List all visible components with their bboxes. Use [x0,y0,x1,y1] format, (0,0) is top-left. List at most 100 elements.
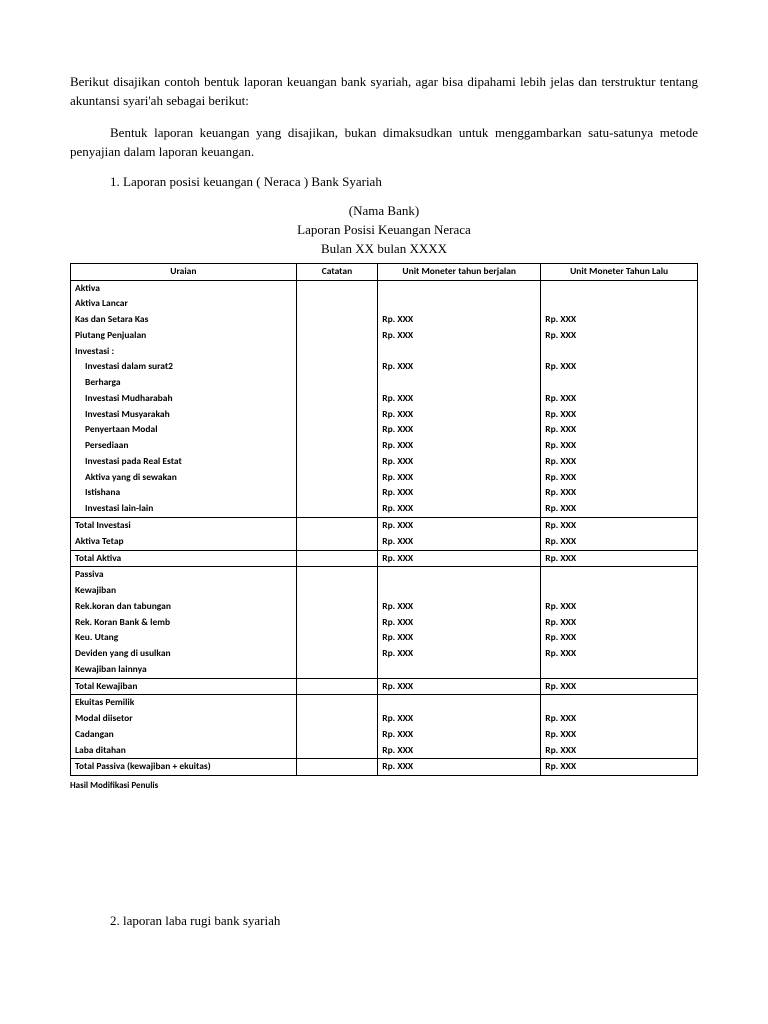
table-row: Laba ditahanRp. XXXRp. XXX [71,743,698,759]
cell: Kewajiban lainnya [71,662,297,678]
cell: Aktiva [71,280,297,296]
col-header-previous: Unit Moneter Tahun Lalu [541,263,698,280]
table-row: Aktiva Lancar [71,296,698,312]
cell: Rp. XXX [541,599,698,615]
cell: Total Passiva (kewajiban + ekuitas) [71,759,297,776]
cell: Investasi : [71,344,297,360]
table-row: Keu. UtangRp. XXXRp. XXX [71,630,698,646]
table-row: IstishanaRp. XXXRp. XXX [71,485,698,501]
cell: Passiva [71,567,297,583]
cell: Rp. XXX [378,518,541,534]
cell: Ekuitas Pemilik [71,695,297,711]
cell: Total Kewajiban [71,678,297,695]
cell: Rp. XXX [541,422,698,438]
table-row: Kewajiban [71,583,698,599]
cell: Rp. XXX [541,727,698,743]
cell: Rp. XXX [378,646,541,662]
cell: Investasi Musyarakah [71,407,297,423]
table-row: Passiva [71,567,698,583]
table-row: Rek.koran dan tabunganRp. XXXRp. XXX [71,599,698,615]
cell: Penyertaan Modal [71,422,297,438]
col-header-uraian: Uraian [71,263,297,280]
table-row: Total AktivaRp. XXXRp. XXX [71,550,698,567]
cell: Rp. XXX [378,759,541,776]
cell: Rp. XXX [378,312,541,328]
table-row: Investasi dalam surat2 Rp. XXXRp. XXX [71,359,698,375]
cell: Rp. XXX [378,615,541,631]
table-row: Kas dan Setara KasRp. XXXRp. XXX [71,312,698,328]
cell: Rp. XXX [378,501,541,517]
cell: Rp. XXX [378,485,541,501]
table-row: Investasi Mudharabah Rp. XXXRp. XXX [71,391,698,407]
cell: Laba ditahan [71,743,297,759]
cell: Investasi pada Real Estat [71,454,297,470]
table-row: Aktiva Tetap Rp. XXXRp. XXX [71,534,698,550]
report-title-bank: (Nama Bank) [70,202,698,221]
intro-paragraph-2: Bentuk laporan keuangan yang disajikan, … [70,124,698,162]
table-row: PersediaanRp. XXXRp. XXX [71,438,698,454]
report-title-name: Laporan Posisi Keuangan Neraca [70,221,698,240]
cell: Rp. XXX [541,501,698,517]
cell: Rp. XXX [541,615,698,631]
col-header-current: Unit Moneter tahun berjalan [378,263,541,280]
table-row: Aktiva yang di sewakanRp. XXXRp. XXX [71,470,698,486]
cell: Rp. XXX [541,485,698,501]
cell: Rp. XXX [541,711,698,727]
table-row: Deviden yang di usulkanRp. XXXRp. XXX [71,646,698,662]
cell: Rp. XXX [541,646,698,662]
cell: Rp. XXX [541,391,698,407]
list-item-2: 2. laporan laba rugi bank syariah [70,912,698,931]
table-row: Ekuitas Pemilik [71,695,698,711]
cell: Rp. XXX [378,630,541,646]
table-header-row: Uraian Catatan Unit Moneter tahun berjal… [71,263,698,280]
cell: Rp. XXX [541,359,698,375]
cell: Berharga [71,375,297,391]
cell: Rp. XXX [541,759,698,776]
cell: Rp. XXX [378,407,541,423]
cell: Rp. XXX [378,678,541,695]
cell: Rp. XXX [541,518,698,534]
cell: Investasi dalam surat2 [71,359,297,375]
cell: Rp. XXX [378,454,541,470]
table-row: Aktiva [71,280,698,296]
cell: Rp. XXX [541,454,698,470]
cell: Rp. XXX [378,391,541,407]
balance-sheet-table: Uraian Catatan Unit Moneter tahun berjal… [70,263,698,777]
table-row: Total Passiva (kewajiban + ekuitas) Rp. X… [71,759,698,776]
cell: Rp. XXX [378,438,541,454]
table-row: Berharga [71,375,698,391]
cell: Investasi Mudharabah [71,391,297,407]
cell: Rp. XXX [541,328,698,344]
cell: Kewajiban [71,583,297,599]
cell: Piutang Penjualan [71,328,297,344]
cell: Aktiva yang di sewakan [71,470,297,486]
cell: Total Aktiva [71,550,297,567]
table-row: Penyertaan ModalRp. XXXRp. XXX [71,422,698,438]
table-footnote: Hasil Modifikasi Penulis [70,779,698,792]
cell: Aktiva Lancar [71,296,297,312]
cell: Modal diisetor [71,711,297,727]
cell: Rp. XXX [541,534,698,550]
cell: Rp. XXX [541,550,698,567]
cell: Rp. XXX [541,438,698,454]
cell: Rp. XXX [541,470,698,486]
table-row: Investasi MusyarakahRp. XXXRp. XXX [71,407,698,423]
cell: Cadangan [71,727,297,743]
cell: Rek. Koran Bank & lemb [71,615,297,631]
table-row: Cadangan Rp. XXXRp. XXX [71,727,698,743]
cell: Rp. XXX [378,534,541,550]
cell: Rp. XXX [378,711,541,727]
col-header-catatan: Catatan [296,263,378,280]
table-row: Rek. Koran Bank & lemb Rp. XXXRp. XXX [71,615,698,631]
intro-paragraph-1: Berikut disajikan contoh bentuk laporan … [70,73,698,111]
cell: Rp. XXX [378,359,541,375]
table-row: Investasi lain-lain Rp. XXXRp. XXX [71,501,698,517]
cell: Rp. XXX [378,599,541,615]
table-row: Modal diisetor Rp. XXXRp. XXX [71,711,698,727]
cell: Kas dan Setara Kas [71,312,297,328]
table-row: Total KewajibanRp. XXXRp. XXX [71,678,698,695]
cell: Rp. XXX [378,743,541,759]
cell: Aktiva Tetap [71,534,297,550]
cell: Rp. XXX [378,727,541,743]
cell: Investasi lain-lain [71,501,297,517]
